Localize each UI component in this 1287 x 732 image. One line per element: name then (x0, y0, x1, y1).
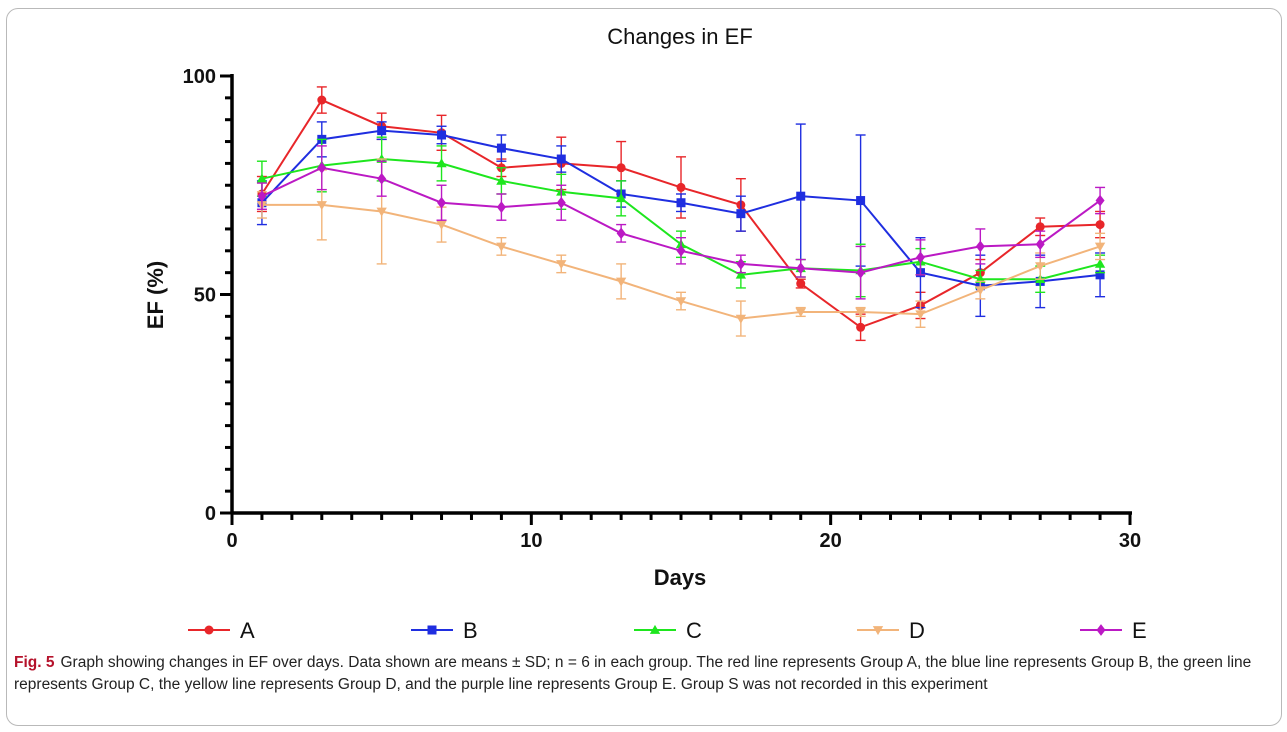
series-E (256, 145, 1106, 300)
figure-caption: Fig. 5 Graph showing changes in EF over d… (14, 652, 1276, 696)
data-point (796, 262, 806, 275)
data-point (616, 227, 626, 240)
legend-label: A (240, 618, 255, 643)
data-point (615, 193, 627, 203)
legend-item-B: B (411, 618, 478, 643)
legend-item-A: A (188, 618, 255, 643)
data-point (856, 266, 866, 279)
data-point (317, 161, 327, 174)
legend-item-D: D (857, 618, 925, 643)
caption-text: Graph showing changes in EF over days. D… (14, 654, 1252, 693)
data-point (915, 251, 925, 264)
data-point (795, 308, 806, 318)
data-point (1094, 258, 1106, 268)
axes: 0 50 100 0 10 20 30 (183, 66, 1142, 552)
legend-item-C: C (634, 618, 702, 643)
y-tick-label: 50 (194, 285, 216, 307)
y-tick-label: 100 (183, 66, 216, 88)
legend-marker (649, 624, 661, 634)
legend-label: C (686, 618, 702, 643)
legend-label: B (463, 618, 478, 643)
data-point (676, 198, 686, 208)
data-point (496, 201, 506, 213)
data-point (556, 154, 566, 164)
x-axis-label: Days (654, 565, 707, 590)
data-point (796, 191, 806, 201)
legend-marker (872, 626, 884, 636)
data-point (856, 196, 866, 206)
data-point (436, 220, 447, 230)
data-point (496, 143, 506, 153)
caption-label: Fig. 5 (14, 654, 55, 671)
legend-item-E: E (1080, 618, 1147, 643)
data-point (1035, 238, 1045, 251)
series-D (256, 158, 1106, 337)
data-point (856, 322, 866, 332)
data-point (1095, 194, 1105, 207)
x-tick-label: 10 (520, 530, 542, 552)
data-point (556, 260, 567, 270)
y-tick-label: 0 (205, 503, 216, 525)
data-point (496, 175, 507, 185)
data-point (736, 258, 746, 270)
legend-marker (427, 625, 437, 635)
series-layer (256, 86, 1106, 342)
data-point (1095, 270, 1105, 280)
data-point (796, 279, 806, 289)
data-point (1035, 222, 1045, 232)
data-point (1035, 262, 1046, 272)
data-point (437, 130, 447, 140)
data-point (376, 207, 387, 217)
data-point (1094, 242, 1106, 252)
data-point (975, 240, 985, 253)
legend-marker (1096, 624, 1106, 636)
y-axis-label: EF (%) (143, 261, 168, 329)
legend-label: E (1132, 618, 1147, 643)
data-point (616, 163, 626, 173)
data-point (855, 308, 866, 318)
data-point (735, 269, 747, 279)
data-point (736, 209, 746, 219)
data-point (676, 182, 686, 192)
data-point (1095, 220, 1105, 230)
data-point (496, 242, 507, 252)
chart-title: Changes in EF (607, 24, 753, 49)
figure-frame (6, 8, 1282, 726)
legend-marker (204, 625, 214, 635)
data-point (377, 126, 387, 136)
data-point (317, 95, 327, 105)
data-point (256, 173, 268, 183)
data-point (556, 196, 566, 209)
data-point (316, 201, 327, 211)
data-point (675, 297, 687, 307)
x-tick-label: 0 (226, 530, 237, 552)
data-point (436, 158, 447, 168)
data-point (437, 196, 447, 209)
data-point (735, 314, 747, 324)
legend: A B C D E (188, 618, 1147, 643)
data-point (975, 286, 986, 296)
x-tick-label: 20 (820, 530, 842, 552)
data-point (915, 310, 926, 320)
data-point (257, 190, 267, 203)
data-point (377, 172, 387, 185)
data-point (615, 277, 627, 287)
data-point (676, 244, 686, 257)
legend-label: D (909, 618, 925, 643)
x-tick-label: 30 (1119, 530, 1141, 552)
